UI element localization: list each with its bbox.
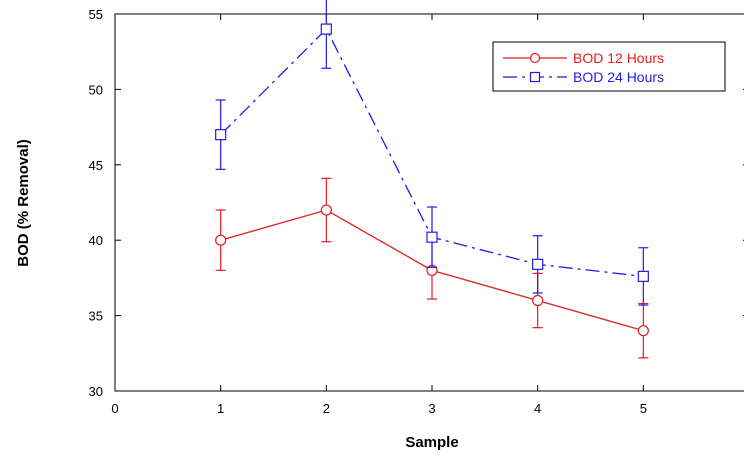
y-axis-title: BOD (% Removal) <box>15 139 32 267</box>
y-tick-label: 35 <box>89 309 103 324</box>
legend-marker <box>529 52 541 64</box>
x-axis-title: Sample <box>405 434 458 451</box>
legend-marker <box>529 71 541 83</box>
legend-box <box>492 41 726 92</box>
data-point-marker <box>532 294 544 307</box>
legend: BOD 12 Hours BOD 24 Hours <box>492 41 726 92</box>
data-point-marker <box>426 231 438 243</box>
y-tick-label: 30 <box>89 384 103 399</box>
data-point-marker <box>215 234 227 246</box>
legend-items: BOD 12 Hours BOD 24 Hours <box>503 50 664 85</box>
x-tick-label: 3 <box>428 401 435 416</box>
y-tick-label: 50 <box>89 82 103 97</box>
x-tick-label: 5 <box>640 401 647 416</box>
legend-label: BOD 24 Hours <box>573 69 664 85</box>
x-tick-label: 2 <box>323 401 330 416</box>
series-layer <box>215 0 649 359</box>
x-tick-label: 1 <box>217 401 224 416</box>
data-point-marker <box>637 325 649 337</box>
data-point-marker <box>637 270 649 282</box>
legend-label: BOD 12 Hours <box>573 50 664 66</box>
data-point-marker <box>320 204 332 216</box>
y-tick-label: 40 <box>89 233 103 248</box>
x-tick-label: 0 <box>111 401 118 416</box>
data-point-marker <box>320 23 332 35</box>
data-point-marker <box>215 129 227 141</box>
y-tick-label: 45 <box>89 158 103 173</box>
data-point-marker <box>532 258 544 270</box>
y-tick-label: 55 <box>89 7 103 22</box>
x-tick-label: 4 <box>534 401 541 416</box>
